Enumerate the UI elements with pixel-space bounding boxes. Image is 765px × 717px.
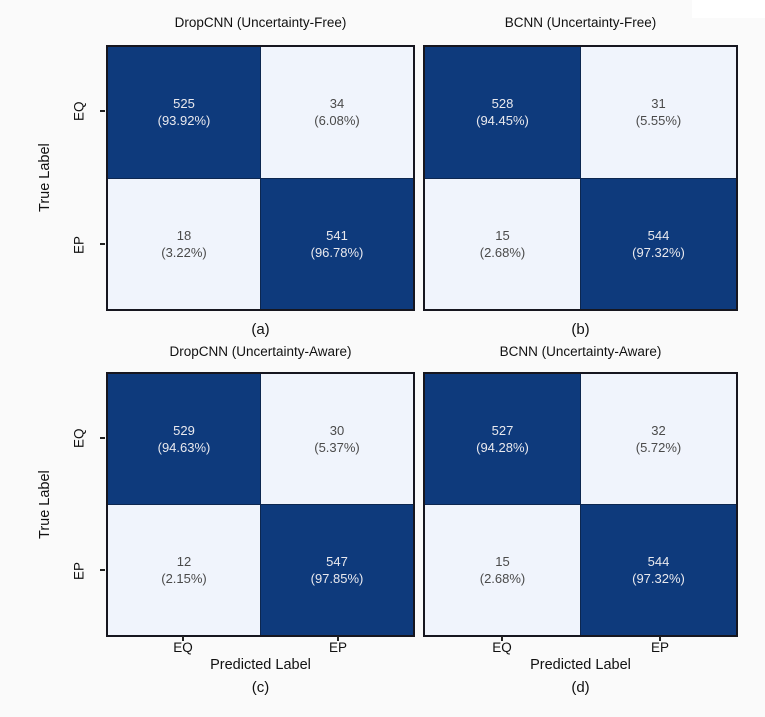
panel-b-caption: (b) [571, 321, 590, 338]
x-axis-label-c: Predicted Label [210, 657, 311, 673]
cell-count: 527 [491, 422, 514, 438]
cell-percent: (5.72%) [635, 440, 682, 455]
cell-count: 34 [329, 96, 345, 112]
y-axis-label-top: True Label [37, 143, 53, 213]
cell-count: 15 [495, 553, 510, 569]
cell-count: 525 [173, 96, 195, 112]
cell-count: 529 [173, 422, 195, 438]
cell-percent: (94.45%) [476, 113, 529, 129]
cell-count: 547 [326, 553, 348, 569]
cell-percent: (5.55%) [635, 113, 682, 129]
background-corner-patch [692, 0, 765, 18]
matrix-cell: 544 (97.32%) [581, 505, 736, 635]
matrix-cell: 18 (3.22%) [108, 178, 260, 309]
y-tick-mark [100, 437, 105, 439]
cell-count: 544 [647, 227, 670, 243]
x-tick-mark [501, 636, 503, 641]
cell-percent: (2.15%) [161, 571, 207, 586]
y-tick-mark [100, 569, 105, 571]
matrix-cell: 34 (6.08%) [261, 47, 413, 178]
cell-percent: (96.78%) [310, 244, 364, 260]
matrix-cell: 544 (97.32%) [581, 178, 736, 309]
matrix-cell: 528 (94.45%) [425, 47, 580, 178]
cell-count: 32 [651, 422, 666, 438]
cell-percent: (6.08%) [314, 113, 360, 129]
cell-count: 18 [176, 227, 192, 243]
x-tick-label-eq-c: EQ [173, 640, 193, 655]
cell-count: 12 [176, 553, 192, 569]
panel-c-caption: (c) [251, 679, 270, 696]
matrix-cell: 529 (94.63%) [108, 374, 260, 504]
confusion-matrix-a: 525 (93.92%) 34 (6.08%) 18 (3.22%) 541 (… [106, 45, 415, 311]
x-tick-label-ep-c: EP [328, 640, 347, 655]
cell-percent: (93.92%) [157, 113, 211, 129]
matrix-cell: 32 (5.72%) [581, 374, 736, 504]
confusion-matrix-c: 529 (94.63%) 30 (5.37%) 12 (2.15%) 547 (… [106, 372, 415, 637]
matrix-cell: 15 (2.68%) [425, 505, 580, 635]
cell-count: 528 [491, 96, 514, 112]
confusion-matrix-d: 527 (94.28%) 32 (5.72%) 15 (2.68%) 544 (… [423, 372, 738, 637]
panel-a-title: DropCNN (Uncertainty-Free) [174, 15, 347, 30]
matrix-cell: 541 (96.78%) [261, 178, 413, 309]
panel-b-title: BCNN (Uncertainty-Free) [504, 15, 657, 30]
x-tick-mark [659, 636, 661, 641]
panel-d-caption: (d) [571, 679, 590, 696]
panel-a-caption: (a) [251, 321, 270, 338]
matrix-cell: 31 (5.55%) [581, 47, 736, 178]
x-axis-label-d: Predicted Label [530, 657, 631, 673]
matrix-cell: 12 (2.15%) [108, 505, 260, 635]
cell-percent: (94.63%) [157, 440, 211, 455]
y-tick-mark [100, 110, 105, 112]
x-tick-label-eq-d: EQ [492, 640, 512, 655]
y-tick-mark [100, 243, 105, 245]
matrix-cell: 527 (94.28%) [425, 374, 580, 504]
x-tick-mark [182, 636, 184, 641]
cell-percent: (2.68%) [479, 244, 526, 260]
panel-d-title: BCNN (Uncertainty-Aware) [499, 344, 662, 359]
cell-count: 541 [326, 227, 348, 243]
y-tick-label-ep-bottom: EP [71, 561, 87, 580]
cell-count: 31 [651, 96, 666, 112]
matrix-cell: 15 (2.68%) [425, 178, 580, 309]
x-tick-label-ep-d: EP [650, 640, 669, 655]
cell-percent: (97.32%) [632, 244, 685, 260]
matrix-cell: 30 (5.37%) [261, 374, 413, 504]
matrix-cell: 525 (93.92%) [108, 47, 260, 178]
cell-count: 30 [329, 422, 345, 438]
y-tick-label-eq-top: EQ [71, 101, 87, 122]
cell-percent: (5.37%) [314, 440, 360, 455]
y-axis-label-bottom: True Label [37, 470, 53, 539]
y-tick-label-ep-top: EP [71, 235, 87, 254]
confusion-matrix-b: 528 (94.45%) 31 (5.55%) 15 (2.68%) 544 (… [423, 45, 738, 311]
cell-percent: (2.68%) [479, 571, 526, 586]
cell-percent: (3.22%) [161, 244, 207, 260]
cell-percent: (97.32%) [632, 571, 685, 586]
matrix-cell: 547 (97.85%) [261, 505, 413, 635]
cell-percent: (97.85%) [310, 571, 364, 586]
cell-percent: (94.28%) [476, 440, 529, 455]
cell-count: 544 [647, 553, 670, 569]
y-tick-label-eq-bottom: EQ [71, 428, 87, 448]
x-tick-mark [337, 636, 339, 641]
panel-c-title: DropCNN (Uncertainty-Aware) [169, 344, 352, 359]
cell-count: 15 [495, 227, 510, 243]
